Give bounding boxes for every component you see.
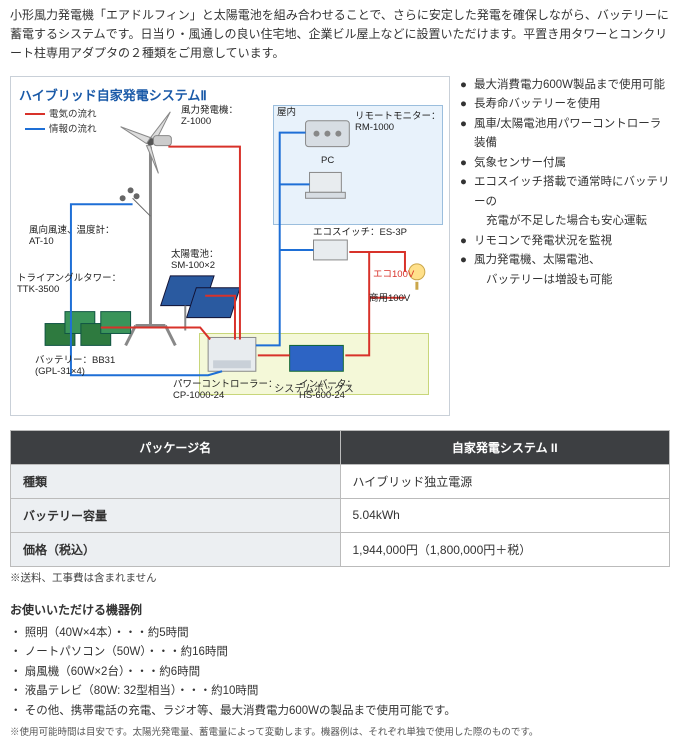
diagram-title: ハイブリッド自家発電システムⅡ: [19, 85, 441, 104]
spec-note: ※送料、工事費は含まれません: [10, 570, 670, 585]
intro-text: 小形風力発電機「エアドルフィン」と太陽電池を組み合わせることで、さらに安定した発…: [10, 6, 670, 64]
spec-row-label: 種類: [11, 464, 341, 498]
lbl-tower: トライアングルタワー： TTK-3500: [17, 273, 121, 296]
feature-item: 風力発電機、太陽電池、: [460, 251, 670, 271]
spec-row-label: 価格（税込）: [11, 532, 341, 566]
spec-head-right: 自家発電システム II: [340, 430, 670, 464]
usage-item: ・ 照明（40W×4本）・・・約5時間: [10, 624, 670, 644]
usage-item: ・ 液晶テレビ（80W: 32型相当）・・・約10時間: [10, 682, 670, 702]
usage-item: ・ ノートパソコン（50W）・・・約16時間: [10, 643, 670, 663]
feature-item: 長寿命バッテリーを使用: [460, 95, 670, 115]
usage-heading: お使いいただける機器例: [10, 601, 670, 618]
lbl-windgen: 風力発電機： Z-1000: [181, 105, 238, 128]
lbl-pc: PC: [321, 155, 334, 166]
indoor-label: 屋内: [277, 107, 296, 118]
lbl-eco: エコスイッチ：ES-3P: [313, 227, 407, 238]
lbl-pwrctrl: パワーコントローラー： CP-1000-24: [173, 379, 278, 402]
feature-item: エコスイッチ搭載で通常時にバッテリーの: [460, 173, 670, 212]
usage-list: ・ 照明（40W×4本）・・・約5時間・ ノートパソコン（50W）・・・約16時…: [10, 624, 670, 722]
feature-item: 風車/太陽電池用パワーコントローラ装備: [460, 115, 670, 154]
spec-row-value: 1,944,000円（1,800,000円＋税）: [340, 532, 670, 566]
lbl-battery: バッテリー：BB31 (GPL-31×4): [35, 355, 115, 378]
usage-item: ・ その他、携帯電話の充電、ラジオ等、最大消費電力600Wの製品まで使用可能です…: [10, 702, 670, 722]
spec-head-left: パッケージ名: [11, 430, 341, 464]
lbl-anemo: 風向風速、温度計： AT-10: [29, 225, 115, 248]
feature-item: 充電が不足した場合も安心運転: [460, 212, 670, 232]
spec-row-label: バッテリー容量: [11, 498, 341, 532]
lbl-inverter: インバータ： HS-600-24: [299, 379, 356, 402]
feature-item: バッテリーは増設も可能: [460, 271, 670, 291]
system-diagram: ハイブリッド自家発電システムⅡ 電気の流れ 情報の流れ 屋内 システムボックス: [10, 76, 450, 416]
spec-table: パッケージ名 自家発電システム II 種類ハイブリッド独立電源バッテリー容量5.…: [10, 430, 670, 567]
usage-note: ※使用可能時間は目安です。太陽光発電量、蓄電量によって変動します。機器例は、それ…: [10, 724, 670, 738]
spec-row-value: 5.04kWh: [340, 498, 670, 532]
lbl-solar: 太陽電池： SM-100×2: [171, 249, 219, 272]
lbl-com100: 商用100V: [369, 293, 410, 304]
usage-item: ・ 扇風機（60W×2台）・・・約6時間: [10, 663, 670, 683]
lbl-eco100: エコ100V: [373, 269, 414, 280]
feature-list: 最大消費電力600W製品まで使用可能長寿命バッテリーを使用風車/太陽電池用パワー…: [460, 76, 670, 416]
feature-item: 最大消費電力600W製品まで使用可能: [460, 76, 670, 96]
lbl-remote: リモートモニター： RM-1000: [355, 111, 441, 134]
diagram-legend: 電気の流れ 情報の流れ: [25, 107, 97, 137]
feature-item: 気象センサー付属: [460, 154, 670, 174]
spec-row-value: ハイブリッド独立電源: [340, 464, 670, 498]
feature-item: リモコンで発電状況を監視: [460, 232, 670, 252]
